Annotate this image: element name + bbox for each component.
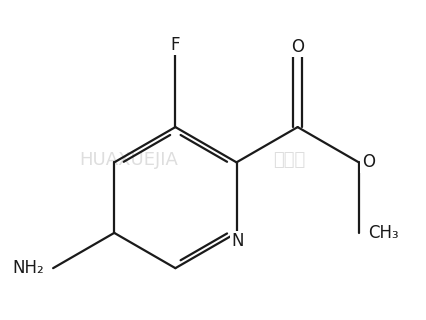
Text: NH₂: NH₂: [12, 259, 44, 277]
Text: CH₃: CH₃: [368, 224, 399, 242]
Text: O: O: [291, 38, 304, 56]
Text: N: N: [231, 232, 244, 250]
Text: 化学加: 化学加: [273, 151, 305, 169]
Text: F: F: [171, 36, 180, 54]
Text: HUAXUEJIA: HUAXUEJIA: [79, 151, 178, 169]
Text: O: O: [362, 153, 375, 171]
